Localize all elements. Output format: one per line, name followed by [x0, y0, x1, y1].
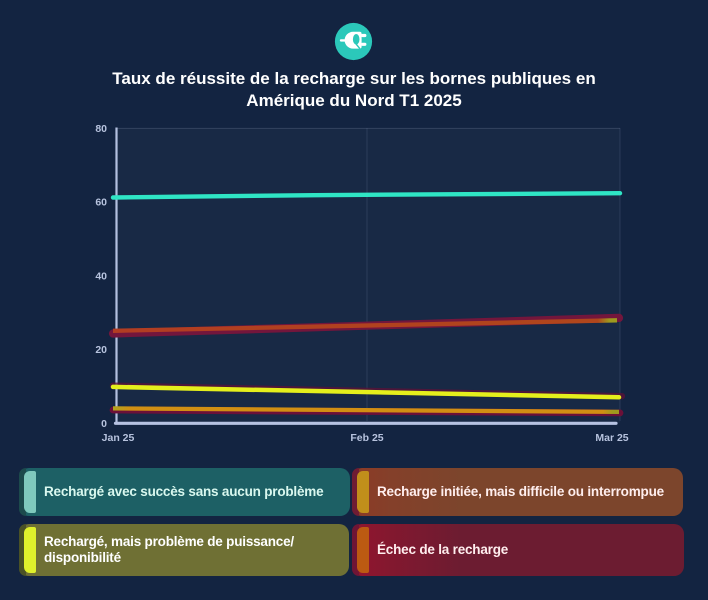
svg-text:0: 0: [101, 418, 107, 430]
svg-text:60: 60: [95, 197, 107, 209]
svg-text:40: 40: [95, 270, 107, 282]
svg-text:80: 80: [95, 123, 107, 135]
svg-text:20: 20: [95, 344, 107, 356]
svg-text:Mar 25: Mar 25: [595, 432, 628, 444]
svg-text:Jan 25: Jan 25: [102, 432, 135, 444]
svg-text:Feb 25: Feb 25: [350, 432, 383, 444]
